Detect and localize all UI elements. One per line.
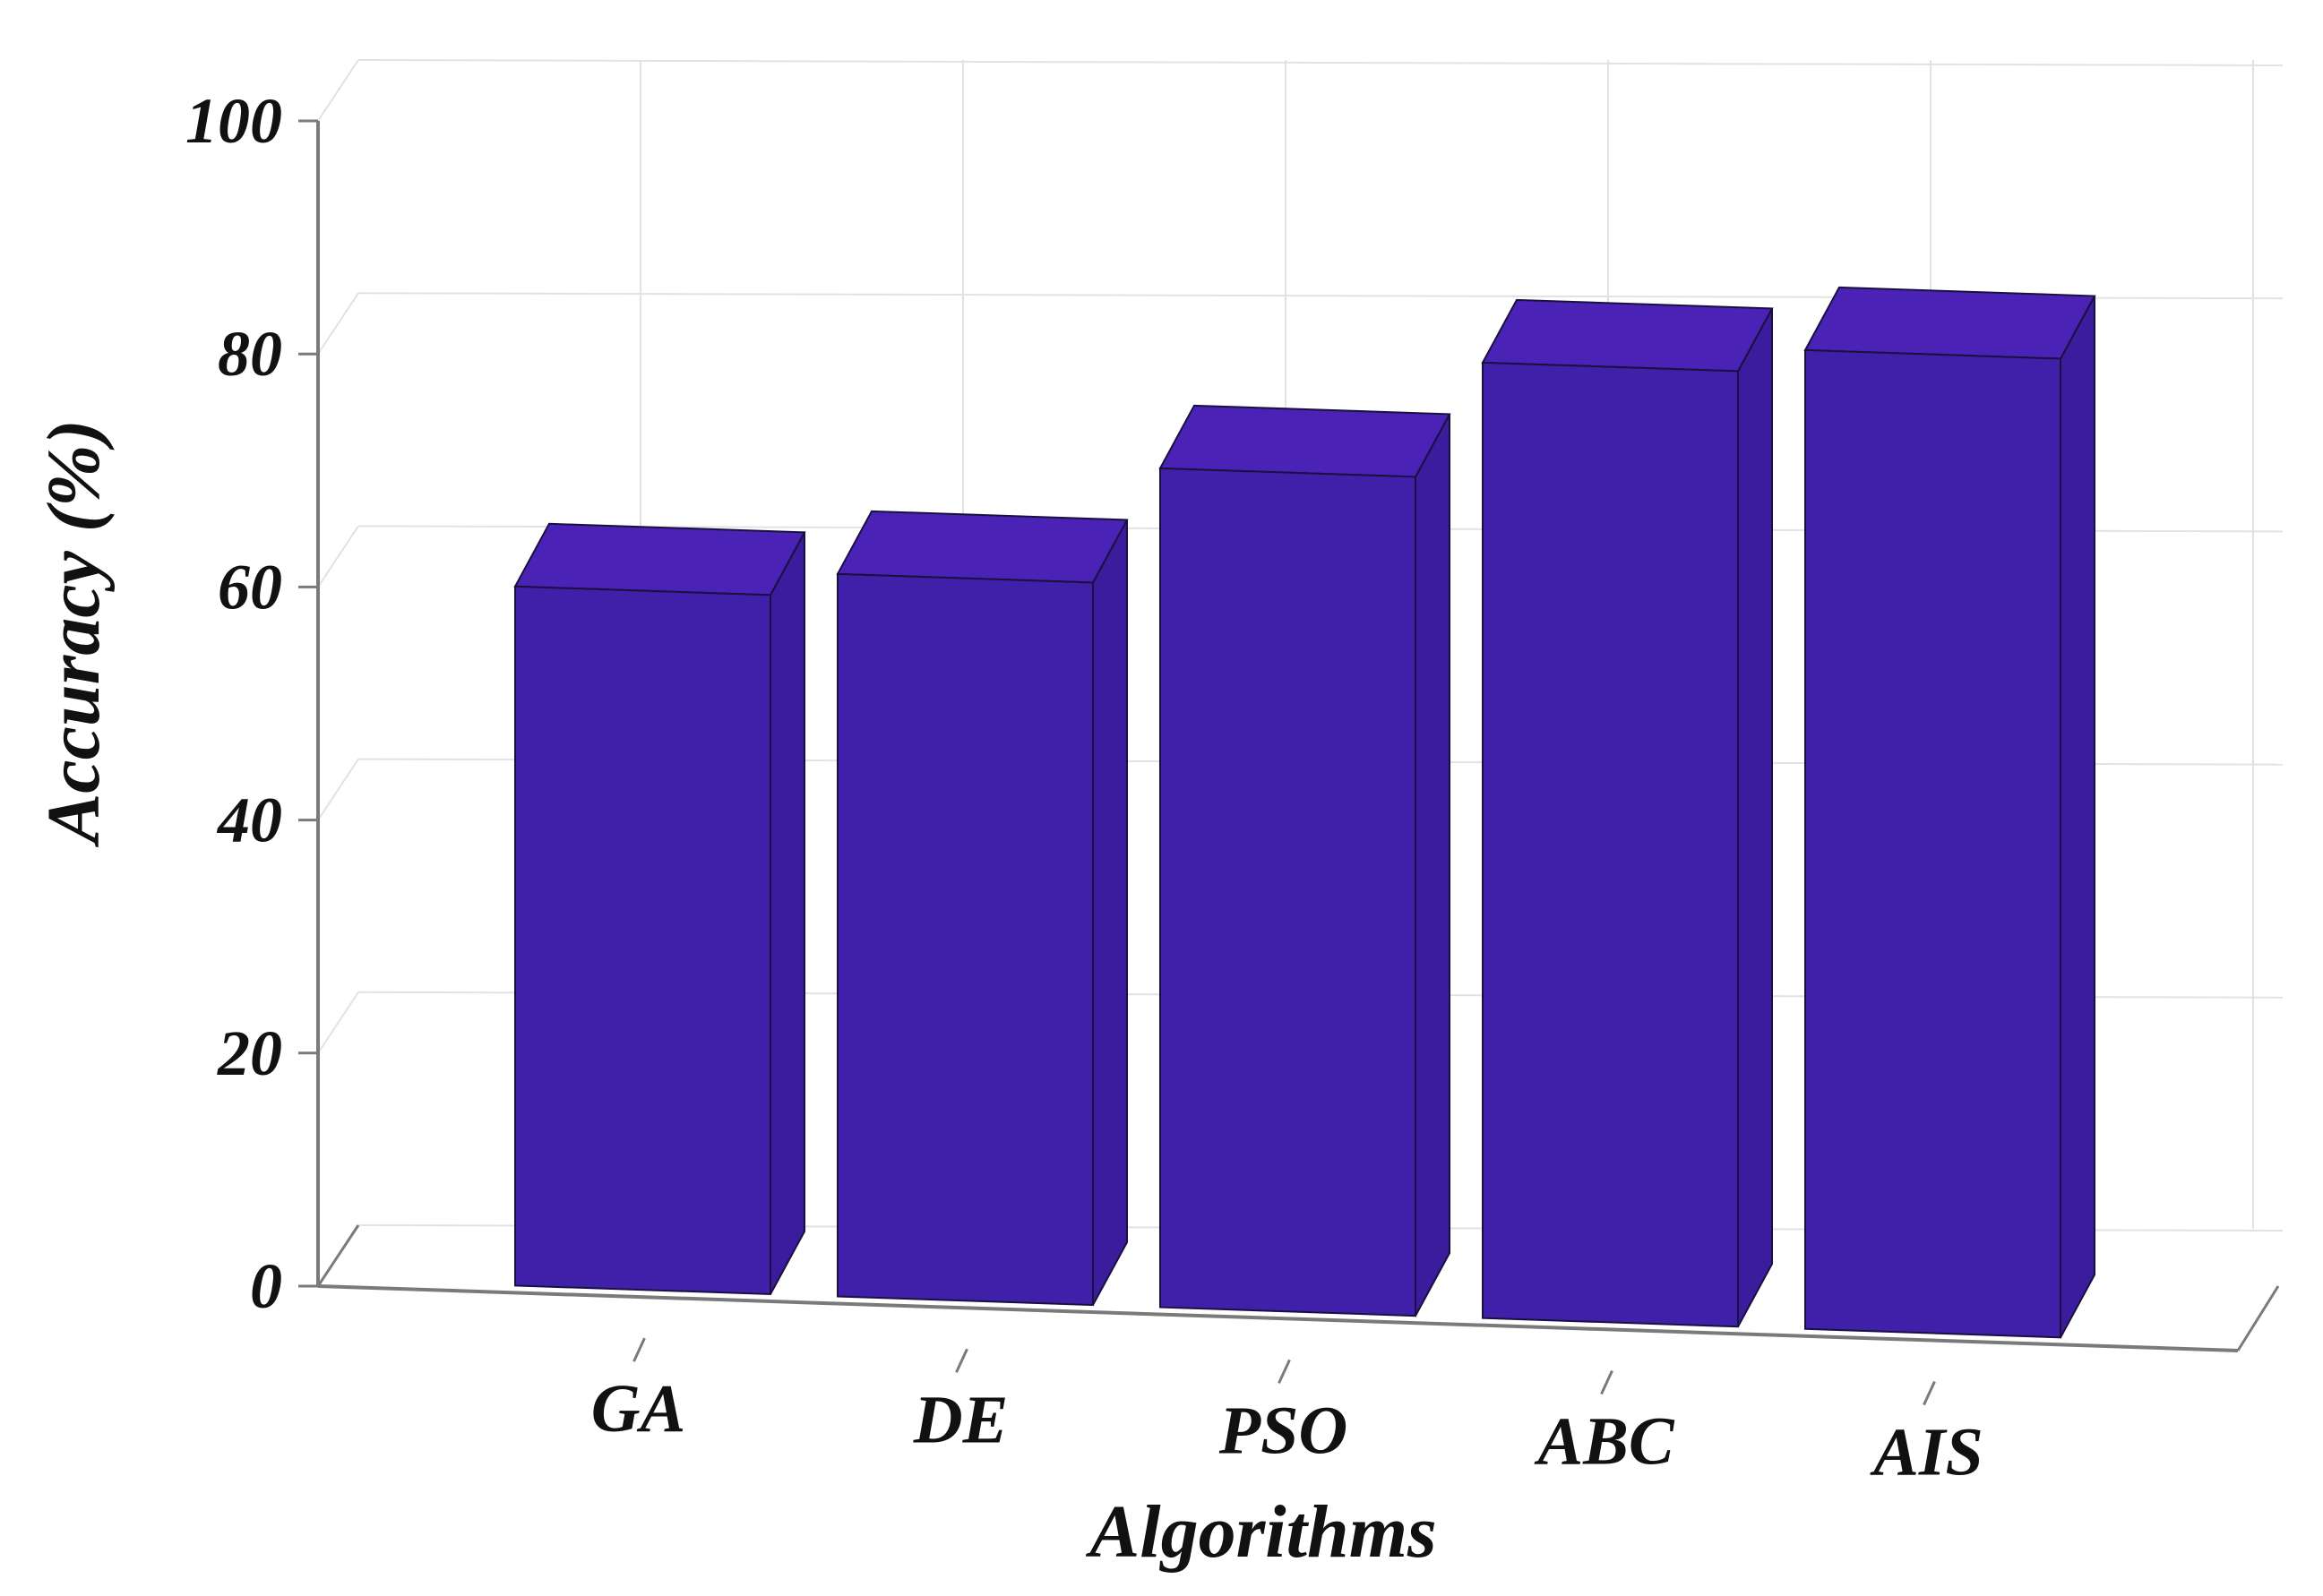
x-axis-title: Algorithms <box>1085 1490 1436 1574</box>
y-axis-ticks: 0 20 40 60 80 100 <box>185 85 318 1322</box>
y-axis-title: Accuracy (%) <box>32 419 116 847</box>
bar <box>1159 467 1416 1317</box>
y-tick-label: 40 <box>216 785 282 856</box>
bar <box>1804 348 2061 1339</box>
x-axis-ticks: GA DE PSO ABC AIS <box>591 1337 1983 1490</box>
x-tick-mark <box>1923 1380 1936 1406</box>
bar <box>514 585 771 1296</box>
grid-line <box>357 59 2284 66</box>
y-tick-label: 20 <box>217 1017 282 1089</box>
bar-side <box>2060 296 2095 1338</box>
axes <box>316 121 2280 1352</box>
floor-left-edge <box>316 1224 360 1287</box>
bars <box>513 286 2096 1339</box>
y-tick-label: 60 <box>218 551 282 622</box>
bar-top <box>1158 404 1451 478</box>
floor-right-edge <box>2236 1285 2280 1351</box>
bar-side <box>770 531 805 1295</box>
bar-side <box>1737 307 1773 1327</box>
x-tick-label: GA <box>591 1371 686 1446</box>
grid-depth-line <box>317 991 359 1054</box>
x-tick-mark <box>1600 1369 1613 1395</box>
x-tick-label: PSO <box>1218 1393 1348 1468</box>
x-tick-label: ABC <box>1534 1403 1674 1479</box>
bar-top <box>1803 286 2096 360</box>
x-tick-mark <box>1278 1359 1291 1384</box>
grid-depth-line <box>317 759 359 821</box>
grid-depth-line <box>317 59 359 122</box>
bar-top <box>513 522 806 596</box>
bar <box>1482 361 1739 1328</box>
x-tick-mark <box>955 1348 968 1373</box>
bar-side <box>1092 519 1128 1306</box>
bar-top <box>836 510 1129 584</box>
bar-side <box>1415 413 1450 1317</box>
x-tick-mark <box>632 1337 646 1362</box>
bar-top <box>1481 298 1774 373</box>
grid-depth-line <box>317 525 359 588</box>
bar <box>837 572 1094 1307</box>
x-tick-label: DE <box>913 1382 1009 1457</box>
x-tick-label: AIS <box>1870 1415 1983 1490</box>
grid-depth-line <box>317 292 359 355</box>
y-tick-label: 0 <box>250 1250 282 1322</box>
y-tick-label: 80 <box>218 318 282 390</box>
y-tick-label: 100 <box>185 85 282 157</box>
x-axis-line <box>317 1284 2239 1352</box>
